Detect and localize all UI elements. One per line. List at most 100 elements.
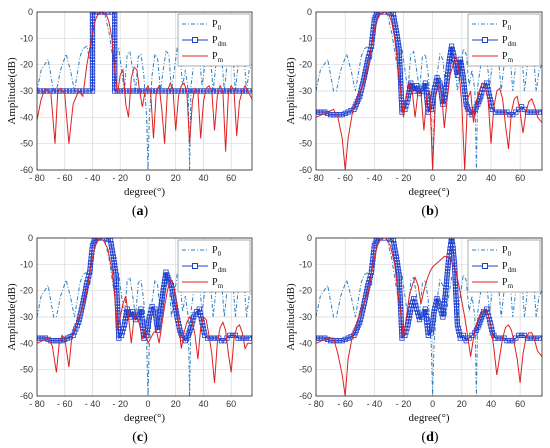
data-marker bbox=[139, 316, 145, 322]
data-marker bbox=[316, 109, 319, 115]
x-tick-label: 60 bbox=[515, 173, 525, 183]
data-marker bbox=[392, 247, 398, 253]
data-marker bbox=[158, 306, 164, 312]
data-marker bbox=[116, 332, 122, 338]
data-marker bbox=[364, 60, 370, 66]
data-marker bbox=[119, 329, 126, 335]
data-marker bbox=[89, 53, 96, 59]
data-marker bbox=[152, 306, 158, 312]
x-tick-label: - 80 bbox=[308, 173, 324, 183]
data-marker bbox=[115, 319, 121, 325]
data-marker bbox=[445, 65, 451, 71]
data-marker bbox=[223, 88, 229, 94]
data-marker bbox=[109, 247, 115, 253]
legend: P0 Pdm Pm bbox=[177, 239, 251, 293]
data-marker bbox=[113, 269, 119, 275]
data-marker bbox=[450, 50, 456, 56]
data-marker bbox=[83, 283, 89, 289]
data-marker bbox=[89, 85, 96, 91]
data-marker bbox=[403, 103, 409, 109]
data-marker bbox=[365, 54, 372, 60]
legend-label: Pm bbox=[212, 51, 224, 64]
y-tick-label: -10 bbox=[20, 259, 33, 269]
data-marker bbox=[67, 88, 73, 94]
data-marker bbox=[431, 312, 437, 318]
data-marker bbox=[133, 88, 139, 94]
data-marker bbox=[443, 288, 449, 294]
data-marker bbox=[437, 80, 443, 86]
data-marker bbox=[436, 301, 442, 307]
x-tick-label: - 40 bbox=[85, 399, 101, 409]
data-marker bbox=[84, 280, 90, 286]
data-marker bbox=[396, 278, 403, 284]
x-tick-label: 40 bbox=[486, 173, 496, 183]
data-marker bbox=[138, 306, 144, 312]
data-marker bbox=[459, 66, 465, 72]
data-marker bbox=[423, 86, 429, 93]
data-marker bbox=[519, 332, 525, 339]
data-marker bbox=[460, 332, 466, 339]
data-marker bbox=[416, 316, 423, 323]
data-marker bbox=[160, 291, 166, 297]
data-marker bbox=[50, 88, 56, 94]
data-marker bbox=[394, 259, 400, 266]
data-marker bbox=[536, 335, 542, 341]
data-marker bbox=[424, 322, 430, 329]
data-marker bbox=[479, 90, 485, 96]
data-marker bbox=[396, 52, 403, 58]
data-marker bbox=[453, 306, 460, 312]
plot-frame bbox=[36, 11, 253, 171]
data-marker bbox=[398, 81, 404, 87]
data-marker bbox=[507, 112, 513, 118]
data-marker bbox=[159, 294, 165, 300]
y-axis-label: Amplitude(dB) bbox=[6, 57, 18, 125]
x-tick-label: - 60 bbox=[337, 173, 353, 183]
chart-panel-c: - 80 - 60 - 40 - 20 0 20 40 60 0 -10 -20 -30 -40 -50 -… bbox=[6, 233, 253, 445]
legend-box bbox=[177, 13, 251, 67]
data-marker bbox=[89, 66, 96, 72]
data-marker bbox=[481, 309, 487, 315]
data-marker bbox=[398, 325, 405, 332]
data-marker bbox=[536, 109, 542, 115]
data-marker bbox=[431, 309, 437, 315]
data-marker bbox=[445, 259, 452, 265]
data-marker bbox=[157, 312, 163, 318]
data-marker bbox=[443, 281, 450, 287]
data-marker bbox=[447, 249, 453, 255]
x-tick-label: 40 bbox=[198, 173, 208, 183]
y-tick-label: 0 bbox=[28, 233, 33, 243]
data-marker bbox=[406, 315, 412, 322]
y-tick-label: -40 bbox=[20, 112, 33, 122]
panel-label: (b) bbox=[421, 204, 438, 219]
data-marker bbox=[430, 318, 436, 324]
data-marker bbox=[89, 78, 96, 85]
data-marker bbox=[345, 109, 351, 115]
data-marker bbox=[204, 88, 210, 94]
data-marker bbox=[440, 311, 446, 317]
x-axis-label: degree(°) bbox=[408, 412, 449, 424]
data-marker bbox=[419, 88, 426, 94]
x-axis-label: degree(°) bbox=[124, 186, 165, 198]
data-marker bbox=[445, 262, 451, 269]
data-marker bbox=[198, 316, 204, 322]
data-marker bbox=[484, 309, 491, 316]
data-marker bbox=[89, 50, 96, 56]
data-marker bbox=[489, 106, 496, 112]
data-marker bbox=[342, 110, 348, 116]
x-tick-label: - 60 bbox=[337, 399, 353, 409]
data-marker bbox=[396, 275, 402, 281]
data-marker bbox=[112, 31, 118, 37]
x-tick-label: - 40 bbox=[367, 173, 383, 183]
series-line-pm bbox=[316, 238, 542, 396]
data-marker bbox=[454, 309, 460, 315]
data-marker bbox=[533, 109, 539, 115]
legend: P0 Pdm Pm bbox=[467, 13, 541, 67]
data-marker bbox=[370, 256, 376, 262]
data-marker bbox=[451, 255, 457, 261]
data-marker bbox=[198, 313, 204, 319]
y-tick-label: -40 bbox=[299, 112, 312, 122]
data-marker bbox=[440, 98, 447, 104]
data-marker bbox=[145, 323, 151, 329]
y-axis-label: Amplitude(dB) bbox=[6, 283, 18, 351]
data-marker bbox=[89, 60, 96, 66]
